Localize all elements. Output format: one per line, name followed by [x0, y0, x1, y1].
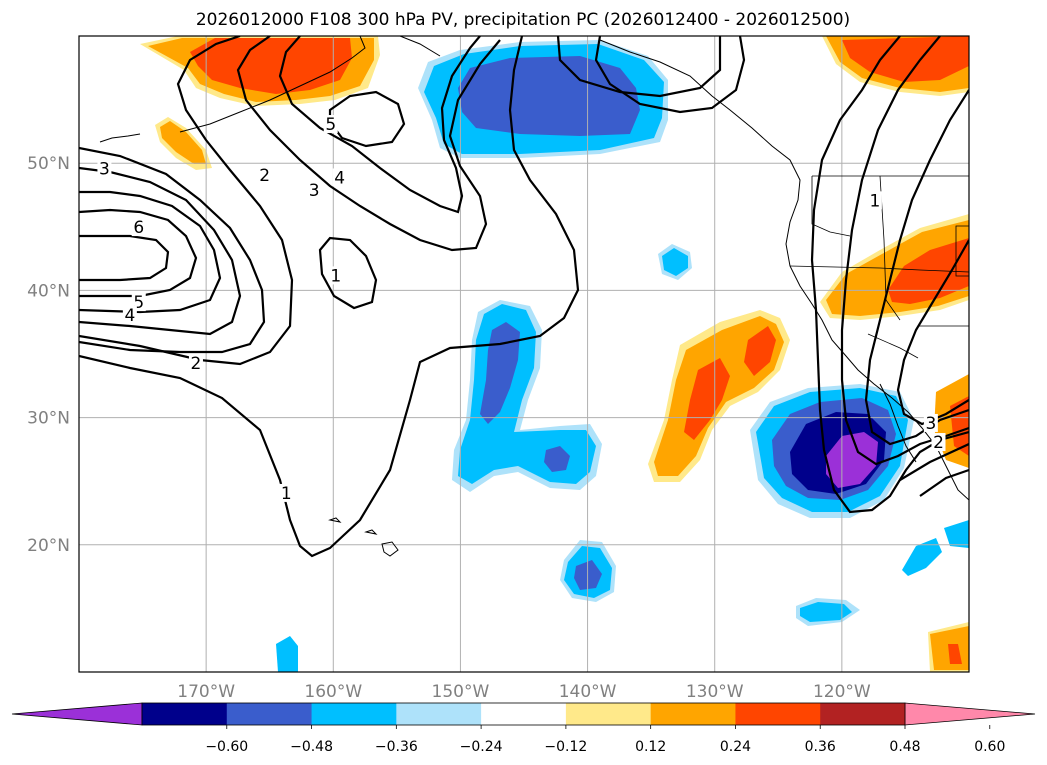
- pv-contour-label: 2: [933, 433, 944, 453]
- pv-contour-label: 3: [99, 160, 110, 180]
- colorbar-segment: [481, 703, 567, 725]
- lon-tick-label: 170°W: [177, 682, 235, 702]
- pc-negative-central-pacific: [452, 300, 602, 492]
- lat-tick-label: 40°N: [27, 281, 70, 301]
- colorbar-segment: [565, 703, 652, 725]
- contour-label-gap: [323, 115, 338, 134]
- colorbar-tick-label: 0.12: [635, 739, 666, 755]
- gridlines: [79, 36, 969, 672]
- colorbar-segment: [650, 703, 736, 725]
- colorbar-tick-label: 0.60: [974, 739, 1005, 755]
- contour-label-gap: [188, 354, 203, 373]
- lon-tick-label: 150°W: [432, 682, 490, 702]
- pv-contour-label: 1: [870, 191, 881, 211]
- colorbar-extend-min: [11, 702, 143, 726]
- colorbar-segment: [396, 703, 482, 725]
- contour-label-gap: [867, 191, 882, 210]
- pc-negative-gulf-alaska: [418, 40, 668, 158]
- contour-label-gap: [328, 266, 343, 285]
- colorbar-segment: [142, 703, 228, 725]
- pv-contour-label: 2: [191, 354, 202, 374]
- colorbar-tick-label: −0.48: [290, 739, 333, 755]
- colorbar-tick-label: −0.36: [375, 739, 418, 755]
- contour-label-gap: [131, 218, 146, 237]
- pv-contour-label: 5: [133, 293, 144, 313]
- lon-tick-label: 160°W: [304, 682, 362, 702]
- lon-tick-label: 130°W: [686, 682, 744, 702]
- pv-contour-label: 4: [334, 168, 345, 188]
- precip-shading: [140, 36, 969, 672]
- map-frame: [78, 35, 970, 673]
- borders: [789, 36, 969, 359]
- colorbar-segment: [735, 703, 821, 725]
- pv-contour-label: 3: [925, 414, 936, 434]
- figure-title: 2026012000 F108 300 hPa PV, precipitatio…: [196, 10, 850, 30]
- pc-positive-subtropical-band: [648, 310, 790, 482]
- colorbar-tick-label: 0.36: [805, 739, 836, 755]
- lat-tick-label: 20°N: [27, 536, 70, 556]
- contour-label-gap: [279, 483, 294, 502]
- colorbar-tick-label: −0.60: [205, 739, 248, 755]
- colorbar-segment: [311, 703, 397, 725]
- pc-positive-gulf-alaska-small: [155, 117, 212, 170]
- pv-contour-label: 4: [124, 306, 135, 326]
- contour-label-gap: [332, 168, 347, 187]
- colorbar-tick-label: −0.12: [544, 739, 587, 755]
- colorbar: −0.60 −0.48 −0.36 −0.24 −0.12 0.12 0.24 0.36 0.4…: [11, 702, 1036, 755]
- colorbar-segment: [820, 703, 906, 725]
- pv-contour-label: 3: [309, 181, 320, 201]
- pv-contour-label: 1: [281, 484, 292, 504]
- pv-contour-label: 1: [330, 266, 341, 286]
- contour-label-gap: [122, 305, 137, 324]
- lat-tick-label: 50°N: [27, 154, 70, 174]
- pc-positive-great-basin: [820, 214, 969, 320]
- colorbar-outline: [141, 702, 906, 726]
- lon-tick-label: 140°W: [559, 682, 617, 702]
- pv-contours: [79, 36, 969, 558]
- colorbar-segment: [226, 703, 313, 725]
- contour-label-gap: [923, 413, 938, 432]
- pv-contour-label: 6: [133, 218, 144, 238]
- colorbar-tick-label: 0.24: [720, 739, 751, 755]
- longitude-tick-labels: 170°W 160°W 150°W 140°W 130°W 120°W: [177, 682, 871, 702]
- contour-label-gap: [307, 181, 322, 200]
- contour-label-gap: [931, 433, 946, 452]
- latitude-tick-labels: 20°N 30°N 40°N 50°N: [27, 154, 70, 556]
- lat-tick-label: 30°N: [27, 409, 70, 429]
- pv-contour-label: 5: [325, 115, 336, 135]
- pc-positive-canada: [822, 36, 969, 96]
- contour-label-gap: [257, 165, 272, 184]
- colorbar-tick-label: −0.24: [460, 739, 503, 755]
- colorbar-tick-label: 0.48: [889, 739, 920, 755]
- contour-label-gap: [97, 159, 112, 178]
- pv-contour-label: 2: [259, 166, 270, 186]
- colorbar-extend-max: [904, 702, 1036, 726]
- lon-tick-label: 120°W: [813, 682, 871, 702]
- pc-positive-aleutians: [140, 36, 380, 106]
